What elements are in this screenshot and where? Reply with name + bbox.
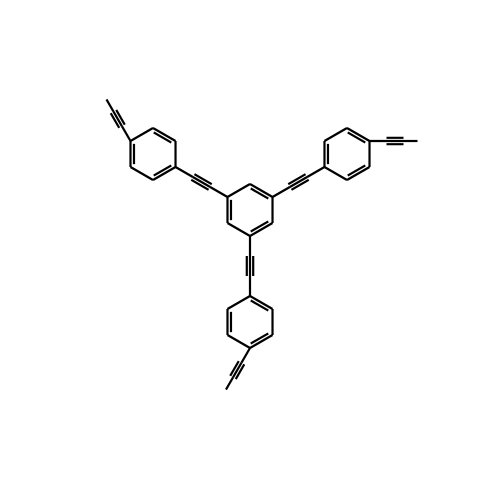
- bond-line: [242, 348, 251, 363]
- bond-line: [227, 184, 250, 197]
- bond-line: [227, 335, 250, 348]
- bond-line: [130, 128, 153, 141]
- bond-line: [106, 99, 113, 111]
- bond-line: [227, 223, 250, 236]
- bond-line: [210, 187, 227, 197]
- bond-line: [227, 296, 250, 309]
- bond-line: [307, 167, 324, 177]
- bond-line: [324, 128, 347, 141]
- bond-line: [226, 377, 233, 389]
- bond-line: [273, 187, 290, 197]
- bond-line: [324, 167, 347, 180]
- bond-line: [176, 167, 193, 177]
- bond-line: [122, 126, 131, 141]
- bond-line: [130, 167, 153, 180]
